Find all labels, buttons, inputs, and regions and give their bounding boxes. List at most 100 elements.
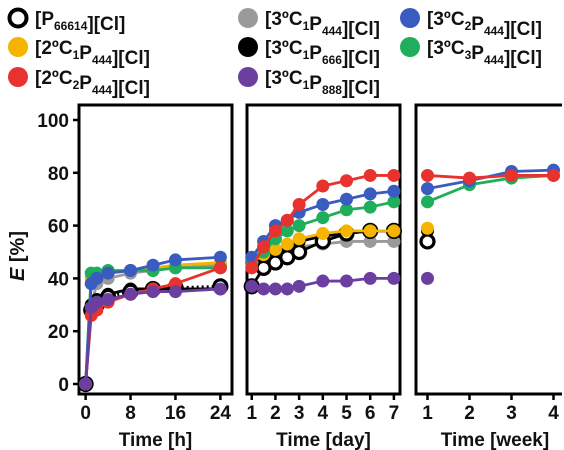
data-point (421, 182, 434, 196)
data-point (340, 224, 354, 238)
x-tick-label: 1 (422, 403, 433, 424)
series-3C1P888 (421, 271, 434, 285)
data-point (363, 168, 377, 182)
data-point (291, 243, 308, 261)
y-tick-label: 40 (48, 269, 69, 290)
x-axis-label: Time [day] (276, 430, 371, 450)
legend-item: [3ºC1P444][Cl] (238, 8, 380, 40)
data-point (387, 168, 401, 182)
series-group (243, 168, 402, 296)
data-point (257, 240, 271, 254)
data-point (280, 282, 294, 296)
data-point (340, 174, 354, 188)
data-point (90, 271, 104, 285)
legend-marker (400, 8, 420, 28)
x-tick-label: 2 (464, 403, 475, 424)
legend-marker (400, 37, 420, 57)
data-point (257, 282, 271, 296)
data-point (168, 253, 182, 267)
x-tick-label: 7 (389, 403, 400, 424)
data-point (421, 195, 434, 209)
data-point (387, 184, 401, 198)
legend-item: [3ºC2P444][Cl] (400, 8, 542, 40)
series-2C2P444 (421, 168, 560, 185)
data-point (79, 377, 93, 391)
data-point (245, 279, 259, 293)
chart-panel-3: 1 2 3 4 Time [week] (414, 103, 562, 450)
data-point (101, 293, 115, 307)
series-3C1P888 (245, 271, 401, 296)
x-tick-label: 8 (125, 403, 136, 424)
series-line (427, 168, 554, 191)
x-tick-label: 24 (210, 403, 232, 424)
series-line (427, 174, 554, 180)
legend-item: [2ºC1P444][Cl] (8, 37, 150, 69)
data-point (292, 219, 306, 233)
legend-item: [2ºC2P444][Cl] (8, 67, 150, 99)
x-tick-label: 2 (270, 403, 281, 424)
data-point (316, 227, 330, 241)
series-line (426, 174, 554, 204)
legend-item: [3ºC1P888][Cl] (238, 67, 380, 99)
data-point (419, 233, 436, 250)
x-tick-label: 1 (246, 403, 257, 424)
legend-marker (238, 8, 258, 28)
legend-item: [3ºC3P444][Cl] (400, 37, 542, 69)
plot-frame (77, 103, 234, 396)
data-point (124, 287, 138, 301)
data-point (124, 263, 138, 277)
data-point (292, 279, 306, 293)
data-point (90, 295, 104, 309)
data-point (387, 271, 401, 285)
data-point (268, 242, 282, 256)
data-point (316, 197, 330, 211)
series-2C2P444 (245, 168, 401, 275)
data-point (340, 274, 354, 288)
legend-item: [P66614][Cl] (7, 7, 125, 35)
chart-panel-2: 1 2 3 4 5 6 7 Time [day] (243, 103, 402, 450)
series-group (77, 250, 229, 393)
data-point (387, 195, 401, 209)
plot-frame (414, 103, 562, 396)
data-point (213, 282, 227, 296)
x-tick-label: 4 (318, 403, 329, 424)
data-point (363, 224, 377, 238)
data-point (280, 224, 294, 238)
legend-label: [P66614][Cl] (35, 9, 125, 35)
y-tick-label: 0 (58, 375, 69, 396)
data-point (292, 197, 306, 211)
series-3C2P444 (421, 163, 560, 196)
data-point (268, 282, 282, 296)
data-point (547, 168, 560, 182)
data-point (168, 285, 182, 299)
legend-label: [3ºC1P888][Cl] (265, 68, 380, 99)
data-point (280, 213, 294, 227)
y-axis-label: E [%] (7, 231, 29, 281)
x-axis-label: Time [h] (119, 430, 193, 450)
x-tick-label: 4 (548, 403, 559, 424)
data-point (292, 232, 306, 246)
legend-label: [3ºC1P666][Cl] (265, 38, 380, 69)
data-point (213, 261, 227, 275)
y-tick-label: 20 (48, 322, 69, 343)
data-point (316, 211, 330, 225)
legend-item: [3ºC1P666][Cl] (238, 37, 380, 69)
data-point (340, 192, 354, 206)
series-3C2P444 (245, 184, 401, 264)
legend-marker (238, 37, 258, 57)
data-point (316, 179, 330, 193)
series-group (419, 163, 560, 285)
data-point (316, 274, 330, 288)
data-point (387, 224, 401, 238)
series-P66614 (419, 233, 436, 250)
data-point (505, 168, 518, 182)
data-point (340, 203, 354, 217)
series-2C1P444 (245, 224, 401, 270)
x-tick-label: 3 (294, 403, 305, 424)
data-point (421, 168, 434, 182)
y-tick-label: 100 (37, 111, 69, 132)
chart-panel-1: 0 20 40 60 80 100 E [%] 0 8 16 24 Time [h] (7, 103, 234, 450)
legend-label: [3ºC3P444][Cl] (427, 38, 542, 69)
